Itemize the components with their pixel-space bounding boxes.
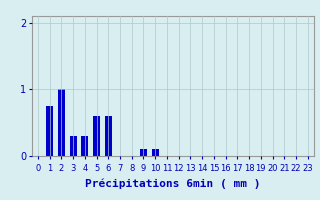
- X-axis label: Précipitations 6min ( mm ): Précipitations 6min ( mm ): [85, 178, 260, 189]
- Bar: [81, 136, 88, 156]
- Bar: [58, 89, 65, 156]
- Bar: [140, 149, 147, 156]
- Bar: [69, 136, 76, 156]
- Bar: [105, 116, 112, 156]
- Bar: [152, 149, 159, 156]
- Bar: [93, 116, 100, 156]
- Bar: [46, 106, 53, 156]
